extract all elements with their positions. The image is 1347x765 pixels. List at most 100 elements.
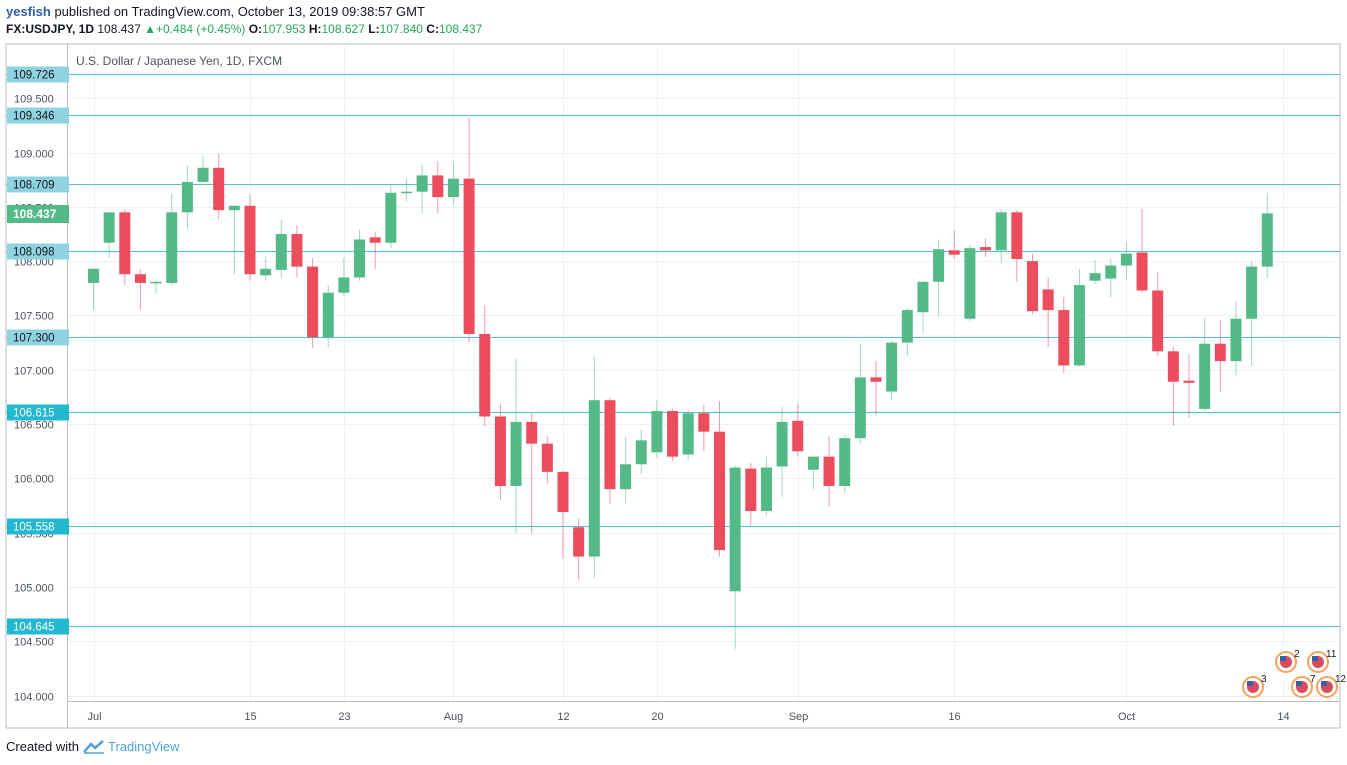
candle-body (1136, 252, 1148, 291)
candle-body (1214, 343, 1226, 362)
candle (714, 401, 725, 557)
x-tick-label: 14 (1277, 711, 1289, 723)
candle-body (1073, 285, 1085, 366)
candle (119, 209, 131, 286)
event-count: 3 (1261, 674, 1267, 685)
candles (88, 117, 1273, 649)
y-tick-label: 107.500 (14, 311, 54, 323)
last-price: 108.437 (97, 22, 141, 36)
candle (291, 225, 303, 278)
candle (1089, 260, 1101, 284)
candle-body (1042, 289, 1054, 311)
candle-body (1261, 213, 1273, 267)
open-value: 107.953 (262, 22, 306, 36)
candle-body (714, 431, 725, 551)
candle-body (260, 268, 272, 276)
candle-body (917, 281, 929, 313)
candle-body (369, 237, 381, 243)
candle (307, 257, 319, 349)
candle (870, 361, 882, 416)
level-label-bg (7, 107, 69, 124)
x-tick-label: Jul (87, 711, 101, 723)
candle (1058, 297, 1070, 374)
candle (197, 155, 209, 184)
y-tick-label: 105.000 (14, 583, 54, 595)
candle-body (213, 167, 225, 211)
x-tick-label: 20 (651, 711, 663, 723)
author-name[interactable]: yesfish (6, 4, 51, 19)
publish-info: yesfish published on TradingView.com, Oc… (6, 4, 425, 19)
x-tick-label: 12 (557, 711, 569, 723)
candle (1183, 354, 1195, 418)
us-flag-event-icon[interactable]: 2 (1275, 649, 1300, 673)
candle-body (604, 400, 616, 490)
candle (103, 212, 115, 258)
candle (776, 406, 788, 497)
level-label-bg (7, 66, 69, 83)
candle (760, 456, 772, 516)
candle (244, 193, 256, 281)
candle (1152, 272, 1164, 356)
candle (1120, 241, 1132, 280)
tradingview-brand[interactable]: TradingView (107, 739, 180, 754)
candle-body (1167, 351, 1179, 382)
candle-body (886, 342, 898, 392)
time-axis[interactable]: Jul 15 23 Aug 12 20 Sep 16 Oct 14 (87, 711, 1289, 723)
candle-body (1011, 212, 1023, 260)
candle-body (823, 456, 835, 486)
candle (573, 518, 585, 581)
candle (181, 165, 193, 229)
x-tick-label: 16 (948, 711, 960, 723)
candle-body (667, 411, 679, 457)
y-tick-label: 104.000 (14, 692, 54, 704)
candle (338, 257, 350, 296)
level-label: 109.726 (13, 70, 55, 82)
chart-title: U.S. Dollar / Japanese Yen, 1D, FXCM (76, 54, 282, 68)
candle (1199, 317, 1211, 412)
level-label-bg (7, 329, 69, 346)
candle (369, 231, 381, 269)
candle (635, 429, 647, 475)
candle-body (134, 274, 146, 283)
candle-body (1027, 261, 1038, 312)
candle (401, 178, 412, 202)
candle-body (307, 266, 319, 338)
low-label: L: (368, 22, 380, 36)
candle-body (870, 377, 882, 382)
level-label-bg (7, 243, 69, 260)
candle (604, 398, 616, 505)
candle-body (635, 440, 647, 465)
us-flag-event-icon[interactable]: 12 (1316, 674, 1347, 698)
level-label: 108.709 (13, 180, 55, 192)
candle-body (541, 443, 553, 472)
candle (557, 470, 569, 559)
y-tick-label: 104.500 (14, 637, 54, 649)
y-tick-label: 106.000 (14, 474, 54, 486)
candle (698, 404, 710, 452)
candle-body (510, 421, 522, 486)
candle (933, 239, 945, 317)
candle (510, 358, 522, 534)
candle (901, 307, 913, 356)
event-count: 7 (1310, 674, 1316, 685)
grid (68, 44, 1340, 701)
candle (447, 161, 459, 205)
candle-body (447, 178, 459, 198)
price-change: +0.484 (+0.45%) (156, 22, 246, 36)
candle (166, 192, 178, 286)
candle-body (291, 234, 303, 267)
horizontal-levels[interactable] (6, 74, 1340, 627)
candle-body (964, 248, 976, 319)
candle (995, 209, 1007, 264)
us-flag-event-icon[interactable]: 11 (1307, 649, 1337, 673)
candle-body (620, 464, 632, 490)
candle-body (1089, 273, 1101, 281)
event-markers[interactable]: 2 11 3 7 12 (1242, 649, 1347, 698)
level-label: 109.346 (13, 111, 55, 123)
candle-body (995, 212, 1007, 251)
us-flag-event-icon[interactable]: 3 (1242, 674, 1267, 698)
candle (886, 340, 898, 401)
candle (588, 355, 600, 579)
us-flag-event-icon[interactable]: 7 (1291, 674, 1316, 698)
